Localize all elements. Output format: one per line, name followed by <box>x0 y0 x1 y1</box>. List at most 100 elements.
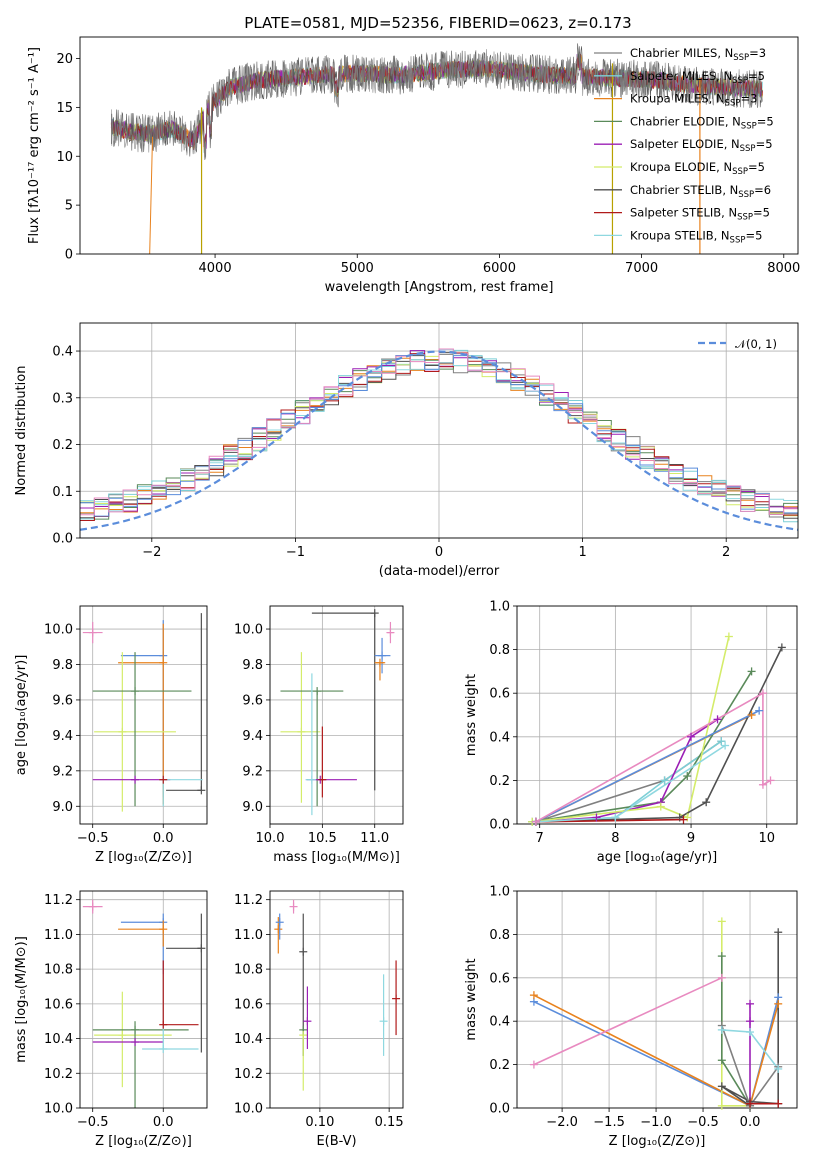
residual_hist-ylabel: Normed distribution <box>14 366 29 496</box>
spectrum-series-line <box>111 49 763 161</box>
series-line <box>535 709 760 823</box>
massweight_vs_age-ytick-label: 1.0 <box>489 600 510 615</box>
massweight_vs_Z-xtick-label: −1.0 <box>640 1115 672 1130</box>
massweight_vs_age-ytick-label: 0.6 <box>489 687 510 702</box>
mass_vs_Z-xlabel: Z [log₁₀(Z/Z⊙)] <box>95 1134 192 1149</box>
mass_vs_Z-axes: −0.5 0.0 10.0 10.2 10.4 10.6 10.8 11.0 11.2 Z [lo… <box>14 890 208 1149</box>
spectrum-ytick-label: 0 <box>65 248 73 263</box>
mass_vs_EBV-ytick-label: 11.0 <box>234 928 263 943</box>
age_vs_mass-plot-area <box>270 606 403 824</box>
spectrum-xtick-label: 5000 <box>341 261 374 276</box>
massweight_vs_age-xtick-label: 9 <box>687 831 695 846</box>
spectrum-legend: Chabrier MILES, NSSP=3 Salpeter MILES, NS… <box>594 46 774 245</box>
massweight_vs_Z-plot-area <box>517 891 797 1108</box>
spectrum-xtick-label: 7000 <box>625 261 658 276</box>
age_vs_mass-xtick-label: 11.0 <box>360 831 389 846</box>
massweight_vs_age-ytick-label: 0.8 <box>489 643 510 658</box>
massweight_vs_age-xlabel: age [log₁₀(age/yr)] <box>597 850 718 865</box>
massweight_vs_Z-ylabel: mass weight <box>464 958 479 1040</box>
massweight_vs_Z-ytick-label: 0.2 <box>489 1058 510 1073</box>
age_vs_mass-ytick-label: 9.4 <box>242 729 263 744</box>
age_vs_Z-ytick-label: 10.0 <box>44 623 73 638</box>
massweight_vs_age-ylabel: mass weight <box>464 674 479 756</box>
series-line <box>535 818 684 823</box>
mass_vs_EBV-xtick-label: 0.15 <box>375 1115 404 1130</box>
age_vs_mass-ytick-label: 9.2 <box>242 764 263 779</box>
age_vs_Z-axes: −0.5 0.0 9.0 9.2 9.4 9.6 9.8 10.0 Z [log₁₀(Z/Z⊙)… <box>14 605 208 865</box>
age_vs_Z-ytick-label: 9.6 <box>52 693 73 708</box>
age_vs_Z-xtick-label: 0.0 <box>153 831 174 846</box>
mass_vs_EBV-ytick-label: 10.8 <box>234 963 263 978</box>
massweight_vs_age-ytick-label: 0.0 <box>489 818 510 833</box>
spectrum-frame <box>79 36 799 255</box>
mass_vs_Z-ytick-label: 10.0 <box>44 1102 73 1117</box>
residual_hist-ytick-label: 0.2 <box>52 438 73 453</box>
mass_vs_Z-xtick-label: 0.0 <box>153 1115 174 1130</box>
legend-label: 𝒩(0, 1) <box>735 337 777 351</box>
age_vs_Z-xtick-label: −0.5 <box>77 831 109 846</box>
normal-curve <box>80 350 798 531</box>
residual_hist-axes: −2 −1 0 1 2 0.0 0.1 0.2 0.3 0.4 (data-model)/error… <box>14 322 799 579</box>
mass_vs_EBV-frame <box>269 890 404 1109</box>
age_vs_mass-ytick-label: 10.0 <box>234 623 263 638</box>
spectrum-ytick-label: 5 <box>65 199 73 214</box>
massweight_vs_Z-xlabel: Z [log₁₀(Z/Z⊙)] <box>609 1134 706 1149</box>
series-line <box>533 977 723 1066</box>
massweight_vs_age-frame <box>516 605 798 825</box>
mass_vs_Z-ytick-label: 10.8 <box>44 963 73 978</box>
age_vs_mass-xlabel: mass [log₁₀(M/M⊙)] <box>273 850 400 865</box>
residual_hist-xlabel: (data-model)/error <box>379 564 500 579</box>
legend-label: Chabrier MILES, NSSP=3 <box>630 46 766 63</box>
age_vs_Z-ytick-label: 9.8 <box>52 658 73 673</box>
spectrum-ytick-label: 15 <box>56 101 73 116</box>
residual_hist-xtick-label: −2 <box>142 545 161 560</box>
massweight_vs_age-axes: 7 8 9 10 0.0 0.2 0.4 0.6 0.8 1.0 age [log₁₀(age/yr… <box>464 600 798 865</box>
hist-step-line <box>80 354 798 517</box>
age_vs_Z-ytick-label: 9.0 <box>52 800 73 815</box>
massweight_vs_Z-xtick-label: −0.5 <box>687 1115 719 1130</box>
massweight_vs_Z-ytick-label: 0.8 <box>489 928 510 943</box>
age_vs_Z-ytick-label: 9.2 <box>52 764 73 779</box>
series-line <box>535 691 771 823</box>
legend-label: Kroupa STELIB, NSSP=5 <box>630 228 762 245</box>
mass_vs_Z-ytick-label: 10.2 <box>44 1067 73 1082</box>
age_vs_mass-frame <box>269 605 404 825</box>
spectrum-drop-line <box>149 136 154 254</box>
age_vs_mass-ytick-label: 9.6 <box>242 693 263 708</box>
age_vs_mass-ytick-label: 9.8 <box>242 658 263 673</box>
residual_hist-ytick-label: 0.3 <box>52 391 73 406</box>
spectrum-ylabel: Flux [fλ10⁻¹⁷ erg cm⁻² s⁻¹ A⁻¹] <box>27 47 42 244</box>
spectrum-ytick-label: 10 <box>56 150 73 165</box>
massweight_vs_Z-ytick-label: 1.0 <box>489 885 510 900</box>
legend-label: Kroupa ELODIE, NSSP=5 <box>630 160 765 177</box>
spectrum-ytick-label: 20 <box>56 52 73 67</box>
residual_hist-plot-area <box>80 323 798 538</box>
legend-label: Salpeter ELODIE, NSSP=5 <box>630 137 773 154</box>
age_vs_mass-ytick-label: 9.0 <box>242 800 263 815</box>
mass_vs_Z-frame <box>79 890 208 1109</box>
series-line <box>721 921 750 1107</box>
residual_hist-xtick-label: 1 <box>578 545 586 560</box>
series-line <box>531 670 753 823</box>
mass_vs_EBV-xtick-label: 0.10 <box>305 1115 334 1130</box>
massweight_vs_Z-xtick-label: 0.0 <box>740 1115 761 1130</box>
mass_vs_EBV-xlabel: E(B-V) <box>316 1134 356 1149</box>
mass_vs_EBV-ytick-label: 10.2 <box>234 1067 263 1082</box>
spectrum-axes: 4000 5000 6000 7000 8000 0 5 10 15 20 wavelength [… <box>27 36 800 295</box>
massweight_vs_age-xtick-label: 8 <box>611 831 619 846</box>
mass_vs_EBV-ytick-label: 10.0 <box>234 1102 263 1117</box>
massweight_vs_Z-frame <box>516 890 798 1109</box>
residual_hist-ytick-label: 0.1 <box>52 485 73 500</box>
mass_vs_EBV-ytick-label: 10.6 <box>234 997 263 1012</box>
residual_hist-ytick-label: 0.4 <box>52 345 73 360</box>
massweight_vs_Z-ytick-label: 0.4 <box>489 1015 510 1030</box>
massweight_vs_Z-xtick-label: −2.0 <box>546 1115 578 1130</box>
massweight_vs_age-ytick-label: 0.2 <box>489 774 510 789</box>
massweight_vs_Z-axes: −2.0 −1.5 −1.0 −0.5 0.0 0.0 0.2 0.4 0.6 0.8 1.0 Z [… <box>464 885 798 1149</box>
mass_vs_Z-plot-area <box>80 891 207 1108</box>
residual_hist-xtick-label: 2 <box>722 545 730 560</box>
mass_vs_EBV-ytick-label: 10.4 <box>234 1032 263 1047</box>
age_vs_Z-xlabel: Z [log₁₀(Z/Z⊙)] <box>95 850 192 865</box>
massweight_vs_age-xtick-label: 10 <box>758 831 775 846</box>
